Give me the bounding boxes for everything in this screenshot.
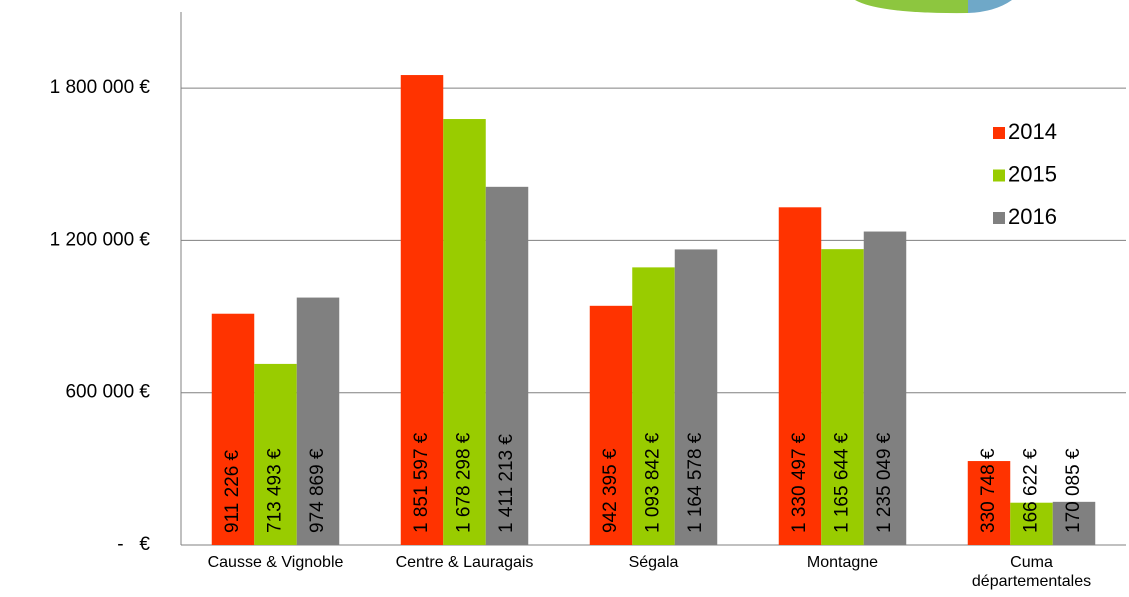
bar bbox=[1010, 502, 1053, 545]
legend-swatch bbox=[993, 127, 1005, 139]
x-tick-label: Ségala bbox=[628, 554, 679, 571]
value-label: 1 165 644 € bbox=[832, 432, 853, 533]
value-label: 1 411 213 € bbox=[496, 434, 517, 533]
bar bbox=[589, 305, 633, 545]
bar bbox=[674, 249, 718, 545]
bar bbox=[296, 297, 340, 545]
value-label: 330 748 € bbox=[978, 448, 999, 533]
value-label: 170 085 € bbox=[1063, 448, 1084, 533]
bar bbox=[632, 267, 675, 545]
bar bbox=[254, 363, 297, 545]
y-tick-label: 1 800 000 € bbox=[50, 77, 151, 98]
x-tick-label: Cuma départementales bbox=[971, 554, 1092, 590]
value-label: 1 164 578 € bbox=[685, 432, 706, 533]
value-label: 1 330 497 € bbox=[789, 432, 810, 533]
legend-label: 2016 bbox=[1008, 204, 1057, 229]
bar bbox=[211, 313, 255, 545]
value-label: 1 851 597 € bbox=[411, 432, 432, 533]
value-label: 974 869 € bbox=[307, 448, 328, 533]
value-label: 166 622 € bbox=[1021, 448, 1042, 533]
x-tick-label: Centre & Lauragais bbox=[395, 554, 534, 571]
bar bbox=[443, 119, 486, 545]
bar bbox=[778, 207, 822, 545]
legend-swatch bbox=[993, 169, 1005, 182]
value-label: 911 226 € bbox=[222, 449, 243, 533]
value-label: 1 093 842 € bbox=[643, 432, 664, 533]
bar bbox=[967, 461, 1011, 545]
y-tick-label: 1 200 000 € bbox=[50, 229, 151, 250]
legend-label: 2014 bbox=[1008, 119, 1057, 144]
value-label: 1 235 049 € bbox=[874, 432, 895, 533]
pie-fragment bbox=[855, 0, 968, 14]
y-tick-label: 600 000 € bbox=[65, 382, 150, 403]
pie-fragment bbox=[968, 0, 1012, 13]
bar bbox=[863, 231, 907, 545]
value-label: 1 678 298 € bbox=[454, 432, 475, 533]
legend-swatch bbox=[993, 212, 1005, 224]
bar bbox=[485, 186, 529, 546]
value-label: 713 493 € bbox=[265, 448, 286, 533]
bar bbox=[1052, 501, 1096, 545]
bar bbox=[821, 249, 864, 546]
legend-label: 2015 bbox=[1008, 161, 1057, 186]
y-tick-label: - € bbox=[117, 534, 150, 555]
value-label: 942 395 € bbox=[600, 448, 621, 533]
bar bbox=[400, 75, 444, 545]
x-tick-label: Montagne bbox=[806, 554, 879, 571]
x-tick-label: Causse & Vignoble bbox=[207, 554, 344, 571]
